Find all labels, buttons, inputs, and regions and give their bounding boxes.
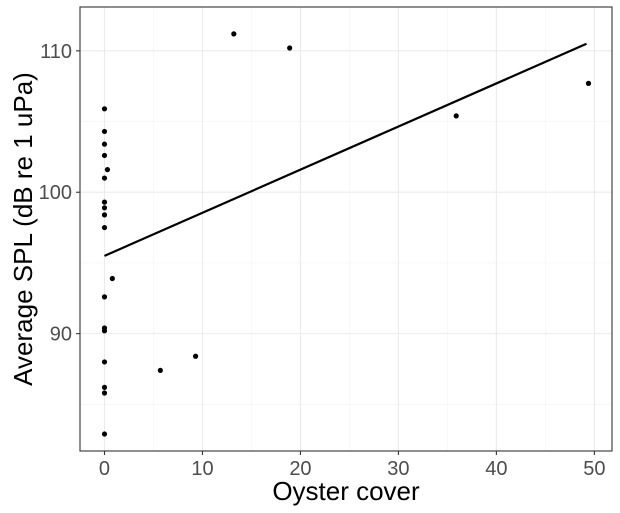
y-axis-ticks: 90 100 110	[39, 41, 80, 346]
data-point	[157, 367, 163, 374]
major-gridlines	[80, 7, 612, 451]
data-point	[101, 106, 108, 112]
data-point	[101, 224, 108, 231]
data-point	[453, 113, 459, 119]
data-point	[101, 199, 108, 205]
data-point	[101, 205, 108, 211]
data-point	[231, 31, 237, 37]
x-tick-label: 30	[387, 458, 409, 480]
data-point	[101, 175, 108, 181]
regression-line	[104, 42, 587, 257]
x-tick-label: 40	[485, 458, 507, 480]
y-tick-label: 90	[50, 324, 72, 346]
fit-line-layer	[104, 42, 587, 257]
data-point	[193, 353, 199, 359]
x-axis-title: Oyster cover	[272, 476, 420, 506]
data-point	[101, 294, 108, 300]
x-tick-label: 50	[583, 458, 605, 480]
data-point	[101, 212, 108, 218]
data-point	[101, 328, 108, 334]
panel-border	[79, 6, 613, 452]
data-point	[109, 275, 115, 282]
x-tick-label: 20	[289, 458, 311, 480]
x-tick-label: 10	[191, 458, 213, 480]
data-point	[101, 128, 108, 135]
data-point	[101, 152, 108, 159]
data-point	[101, 431, 108, 437]
data-point	[104, 167, 111, 173]
data-point	[585, 80, 592, 86]
x-tick-label: 0	[99, 458, 110, 480]
data-point	[101, 141, 108, 147]
data-point	[287, 45, 293, 51]
y-tick-label: 110	[40, 41, 72, 63]
data-point	[101, 359, 108, 365]
x-axis-ticks: 0 10 20 30 40 50	[99, 451, 605, 480]
data-point	[101, 390, 108, 396]
minor-gridlines	[80, 7, 612, 451]
data-point	[101, 384, 108, 390]
y-tick-label: 100	[39, 182, 72, 204]
points-layer	[101, 31, 592, 437]
y-axis-title: Average SPL (dB re 1 uPa)	[8, 72, 38, 386]
